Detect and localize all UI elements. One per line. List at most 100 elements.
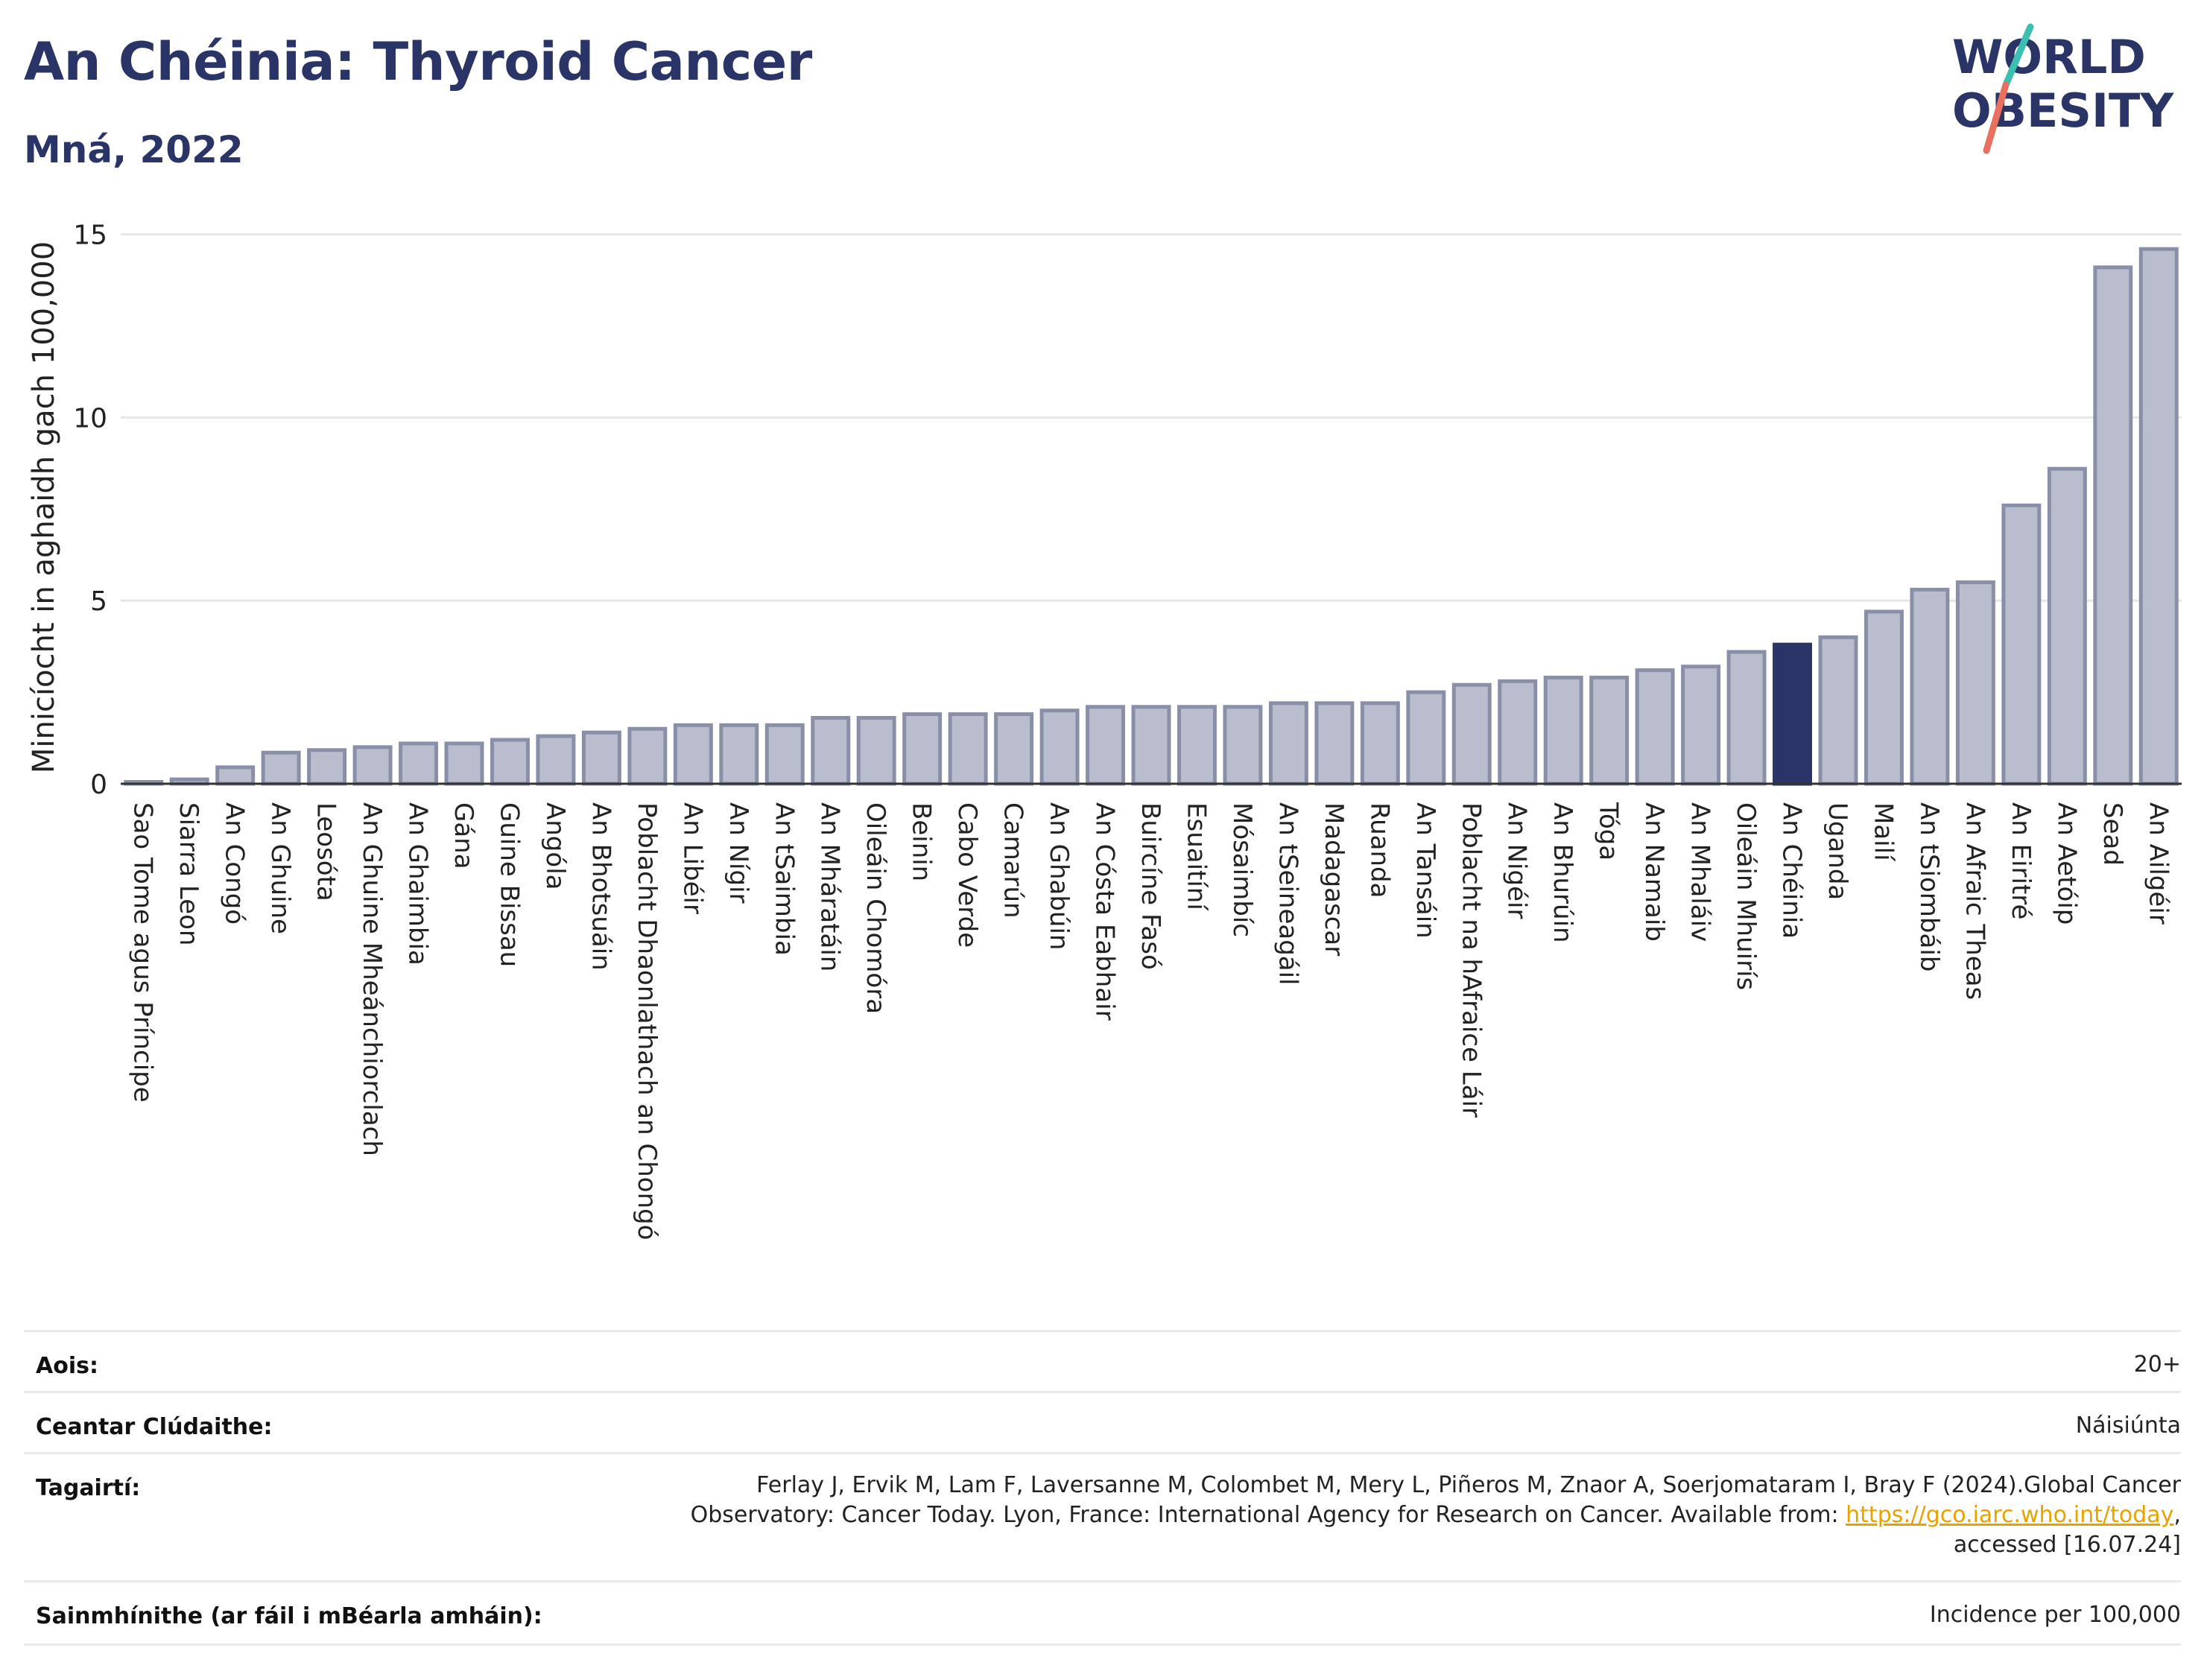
page-title: An Chéinia: Thyroid Cancer: [24, 31, 812, 92]
references-line2-end: ,: [2173, 1502, 2181, 1528]
bar-22: [1086, 705, 1126, 786]
bar-28: [1360, 701, 1400, 786]
y-tick-label: 15: [73, 221, 107, 251]
bar-43: [2047, 466, 2087, 786]
x-tick-label: Oileáin Mhuirís: [1731, 802, 1761, 990]
x-tick-label: Sead: [2097, 802, 2127, 866]
bar-36: [1726, 650, 1767, 786]
bar-29: [1406, 690, 1446, 786]
x-tick-label: Camarún: [998, 802, 1028, 919]
bar-31: [1498, 679, 1538, 786]
y-tick-label: 10: [73, 403, 107, 434]
x-tick-label: An tSiombáib: [1914, 802, 1944, 971]
x-tick-label: Madagascar: [1319, 802, 1349, 956]
coverage-label: Ceantar Clúdaithe:: [36, 1414, 273, 1440]
definitions-row: Sainmhínithe (ar fáil i mBéarla amháin):…: [24, 1580, 2181, 1646]
bar-44: [2093, 265, 2133, 786]
bar-16: [811, 716, 851, 786]
bar-11: [581, 730, 621, 786]
x-tick-label: An Nígir: [723, 802, 753, 904]
bar-32: [1543, 675, 1583, 786]
y-axis-label: Minicíocht in aghaidh gach 100,000: [27, 241, 61, 773]
bar-7: [399, 741, 439, 786]
page-subtitle: Mná, 2022: [24, 128, 244, 171]
bar-4: [261, 750, 301, 786]
bar-30: [1451, 682, 1492, 786]
bar-18: [902, 712, 943, 786]
x-tick-label: Sao Tome agus Príncipe: [128, 802, 158, 1103]
age-row: Aois: 20+: [24, 1330, 2181, 1392]
references-link[interactable]: https://gco.iarc.who.int/today: [1846, 1502, 2174, 1528]
x-tick-label: An Chéinia: [1777, 802, 1807, 939]
x-tick-label: Cabo Verde: [952, 802, 982, 948]
references-line1: Ferlay J, Ervik M, Lam F, Laversanne M, …: [756, 1472, 2181, 1498]
x-tick-label: An Congó: [220, 802, 250, 925]
age-label: Aois:: [36, 1353, 98, 1379]
logo-line2: OBESITY: [1952, 83, 2174, 138]
definitions-value: Incidence per 100,000: [1929, 1602, 2181, 1628]
x-tick-label: An Mháratáin: [815, 802, 845, 971]
x-tick-label: Oileáin Chomóra: [861, 802, 890, 1014]
x-tick-label: An Eiritré: [2006, 802, 2036, 919]
x-tick-label: Mailí: [1868, 802, 1898, 862]
bar-24: [1177, 705, 1217, 786]
x-tick-label: An Namaib: [1639, 802, 1669, 942]
x-tick-label: Guine Bissau: [494, 802, 524, 967]
x-tick-label: Poblacht Dhaonlathach an Chongó: [632, 802, 662, 1240]
y-tick-label: 0: [90, 770, 107, 800]
bar-23: [1131, 705, 1171, 786]
bar-26: [1268, 701, 1308, 786]
x-tick-label: An Ailgéir: [2143, 802, 2173, 925]
y-tick-label: 5: [90, 586, 107, 617]
coverage-row: Ceantar Clúdaithe: Náisiúnta: [24, 1391, 2181, 1453]
x-tick-label: An Cósta Eabhair: [1090, 802, 1120, 1021]
bar-chart: 0 5 10 15 Minicíocht in aghaidh gach 100,000…: [27, 221, 2182, 1240]
x-tick-label: An Ghuine: [265, 802, 295, 934]
bar-12: [627, 726, 668, 786]
logo-line1: WORLD: [1952, 30, 2146, 84]
bar-3: [215, 765, 256, 786]
x-tick-label: Siarra Leon: [174, 802, 203, 945]
x-tick-label: An Bhurúin: [1548, 802, 1577, 943]
bar-21: [1039, 709, 1080, 786]
x-tick-label: An Ghabúin: [1044, 802, 1074, 950]
bar-33: [1589, 675, 1630, 786]
bar-10: [536, 734, 576, 786]
bar-15: [764, 723, 805, 786]
bar-37: [1773, 642, 1813, 786]
bar-34: [1635, 668, 1675, 786]
references-label: Tagairtí:: [36, 1475, 141, 1501]
x-tick-label: An Mhaláiv: [1685, 802, 1715, 942]
references-line2-text: Observatory: Cancer Today. Lyon, France:…: [690, 1502, 1846, 1528]
x-tick-label: Tóga: [1594, 802, 1624, 860]
bar-13: [673, 723, 713, 786]
bar-17: [856, 716, 896, 786]
x-tick-label: Leosóta: [311, 802, 341, 901]
bar-41: [1955, 580, 1995, 786]
x-tick-label: An Ghuine Mheánchiorclach: [357, 802, 387, 1156]
references-row: Tagairtí: Ferlay J, Ervik M, Lam F, Lave…: [24, 1452, 2181, 1581]
bar-6: [352, 745, 393, 786]
x-tick-label: Poblacht na hAfraice Láir: [1456, 802, 1486, 1118]
x-tick-label: Buircíne Fasó: [1136, 802, 1165, 970]
x-tick-label: An Bhotsuáin: [586, 802, 615, 971]
x-tick-label: An tSeineagáil: [1273, 802, 1302, 986]
bar-19: [948, 712, 988, 786]
x-tick-label: An Aetóip: [2051, 802, 2081, 925]
bar-20: [994, 712, 1034, 786]
x-tick-label: An Ghaimbia: [403, 802, 433, 966]
definitions-label: Sainmhínithe (ar fáil i mBéarla amháin):: [36, 1603, 542, 1629]
bar-39: [1863, 609, 1904, 786]
bar-40: [1910, 587, 1950, 786]
bar-27: [1314, 701, 1355, 786]
age-value: 20+: [2133, 1351, 2181, 1378]
bar-8: [444, 741, 484, 786]
x-tick-label: Gána: [449, 802, 478, 869]
x-tick-label: Esuaitíní: [1181, 802, 1211, 911]
logo-slash-top: [2002, 23, 2034, 89]
references-line2: Observatory: Cancer Today. Lyon, France:…: [691, 1500, 2181, 1530]
x-tick-label: An Afraic Theas: [1960, 802, 1989, 1000]
x-tick-label: Beinin: [907, 802, 937, 881]
metadata-table: Aois: 20+ Ceantar Clúdaithe: Náisiúnta T…: [24, 1330, 2181, 1658]
x-tick-label: Mósaimbíc: [1227, 802, 1257, 937]
